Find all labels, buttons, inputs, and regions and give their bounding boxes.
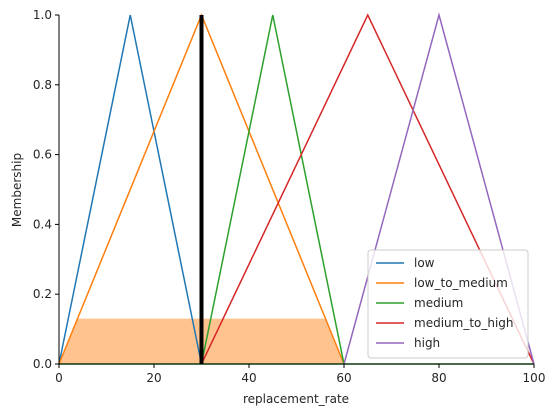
y-tick-label: 0.0 <box>33 357 52 371</box>
axes-layer: 0 20 40 60 80 100 0.0 0.2 0.4 0.6 0.8 1.0 <box>33 8 546 385</box>
y-tick-label: 0.8 <box>33 78 52 92</box>
x-axis-label: replacement_rate <box>243 392 349 406</box>
legend-label-low-to-medium: low_to_medium <box>414 276 508 290</box>
x-tick-label: 80 <box>431 371 446 385</box>
y-tick-label: 0.6 <box>33 148 52 162</box>
legend-label-low: low <box>414 256 435 270</box>
x-tick-label: 60 <box>336 371 351 385</box>
x-tick-label: 100 <box>523 371 546 385</box>
y-axis-label: Membership <box>10 153 24 227</box>
y-tick-label: 0.4 <box>33 217 52 231</box>
legend-label-medium-to-high: medium_to_high <box>414 316 514 330</box>
x-tick-label: 20 <box>146 371 161 385</box>
y-tick-label: 1.0 <box>33 8 52 22</box>
series-line-medium <box>200 14 345 365</box>
y-tick-label: 0.2 <box>33 287 52 301</box>
x-tick-label: 40 <box>241 371 256 385</box>
series-line-high <box>343 12 535 365</box>
legend-box <box>367 249 529 359</box>
legend-label-medium: medium <box>414 296 463 310</box>
series-line-low <box>58 14 203 365</box>
lines-layer <box>58 12 535 365</box>
series-line-medium-to-high <box>200 13 535 365</box>
legend-label-high: high <box>414 336 440 350</box>
x-tick-label: 0 <box>55 371 63 385</box>
